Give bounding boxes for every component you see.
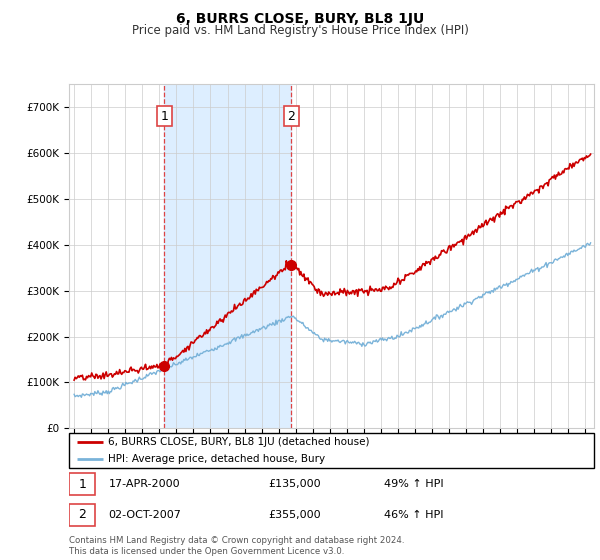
Text: 2: 2 bbox=[78, 508, 86, 521]
Text: 49% ↑ HPI: 49% ↑ HPI bbox=[384, 479, 443, 489]
Text: 17-APR-2000: 17-APR-2000 bbox=[109, 479, 180, 489]
Text: 46% ↑ HPI: 46% ↑ HPI bbox=[384, 510, 443, 520]
Text: 02-OCT-2007: 02-OCT-2007 bbox=[109, 510, 181, 520]
Text: 6, BURRS CLOSE, BURY, BL8 1JU: 6, BURRS CLOSE, BURY, BL8 1JU bbox=[176, 12, 424, 26]
FancyBboxPatch shape bbox=[69, 473, 95, 495]
FancyBboxPatch shape bbox=[69, 504, 95, 526]
Text: 1: 1 bbox=[78, 478, 86, 491]
FancyBboxPatch shape bbox=[69, 433, 594, 468]
Text: 1: 1 bbox=[160, 110, 168, 123]
Bar bbox=[164, 84, 292, 428]
Text: £355,000: £355,000 bbox=[269, 510, 321, 520]
Text: Price paid vs. HM Land Registry's House Price Index (HPI): Price paid vs. HM Land Registry's House … bbox=[131, 24, 469, 38]
Text: 6, BURRS CLOSE, BURY, BL8 1JU (detached house): 6, BURRS CLOSE, BURY, BL8 1JU (detached … bbox=[109, 437, 370, 446]
Text: £135,000: £135,000 bbox=[269, 479, 321, 489]
Text: Contains HM Land Registry data © Crown copyright and database right 2024.
This d: Contains HM Land Registry data © Crown c… bbox=[69, 536, 404, 556]
Text: 2: 2 bbox=[287, 110, 295, 123]
Text: HPI: Average price, detached house, Bury: HPI: Average price, detached house, Bury bbox=[109, 454, 325, 464]
